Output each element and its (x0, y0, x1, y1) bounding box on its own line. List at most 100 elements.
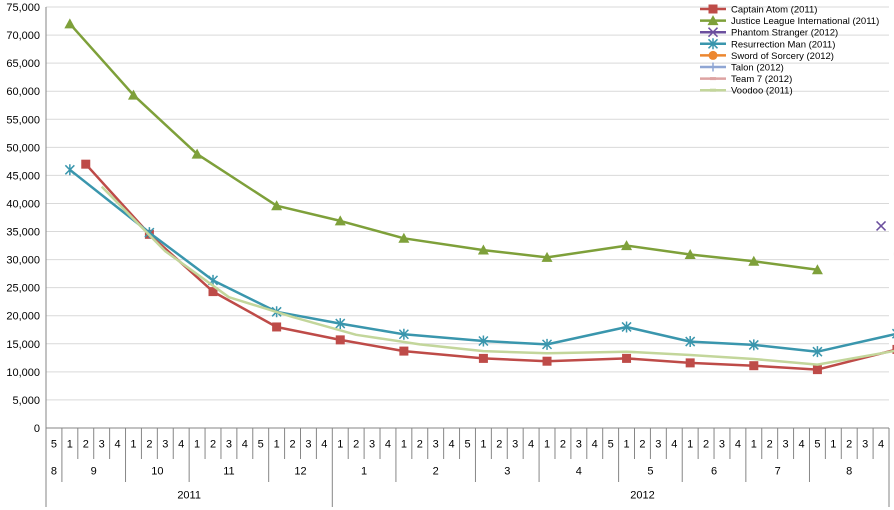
x-month-label: 10 (151, 466, 163, 478)
x-week-label: 5 (258, 439, 264, 451)
x-week-label: 4 (878, 439, 884, 451)
legend-label: Resurrection Man (2011) (731, 39, 835, 50)
x-week-label: 1 (401, 439, 407, 451)
legend-label: Talon (2012) (731, 63, 784, 74)
x-week-label: 1 (67, 439, 73, 451)
x-month-label: 5 (647, 466, 653, 478)
series-line (69, 168, 894, 353)
x-month-label: 11 (223, 466, 234, 478)
x-week-label: 4 (592, 439, 598, 451)
data-point (748, 255, 760, 266)
series-line (100, 185, 894, 366)
data-point (208, 287, 218, 297)
x-week-label: 5 (608, 439, 614, 451)
y-axis-tick-labels: 0 5,000 10,000 15,000 20,000 25,000 30,000 35,0… (6, 2, 40, 435)
data-point (335, 335, 345, 345)
legend-label: Team 7 (2012) (731, 74, 792, 85)
x-week-label: 3 (99, 439, 105, 451)
x-week-label: 2 (353, 439, 359, 451)
legend-marker (707, 15, 719, 26)
series-1 (64, 18, 823, 275)
data-point (684, 249, 696, 260)
x-week-label: 4 (178, 439, 184, 451)
x-month-label: 8 (846, 466, 852, 478)
x-week-label: 3 (783, 439, 789, 451)
x-week-label: 1 (274, 439, 280, 451)
x-week-label: 2 (83, 439, 89, 451)
series-line (84, 163, 894, 371)
series-3 (64, 164, 894, 358)
x-week-label: 3 (305, 439, 311, 451)
data-point (334, 215, 346, 226)
x-month-label: 4 (576, 466, 582, 478)
data-point (335, 318, 346, 330)
data-point (542, 356, 552, 366)
legend-item: Resurrection Man (2011) (700, 38, 835, 50)
gridlines (45, 6, 889, 429)
x-week-label: 5 (814, 439, 820, 451)
x-week-label: 4 (798, 439, 804, 451)
x-week-label: 3 (433, 439, 439, 451)
data-point (685, 358, 695, 368)
legend-item: Phantom Stranger (2012) (700, 27, 838, 39)
data-point (749, 361, 759, 371)
x-week-label: 2 (210, 439, 216, 451)
y-tick-label: 70,000 (6, 30, 40, 42)
x-week-label: 1 (130, 439, 136, 451)
x-week-label: 2 (560, 439, 566, 451)
x-week-label: 1 (544, 439, 550, 451)
legend-item: Voodoo (2011) (700, 86, 793, 97)
y-tick-label: 45,000 (6, 170, 40, 182)
legend-marker (707, 38, 719, 50)
x-week-label: 3 (162, 439, 168, 451)
data-point (748, 339, 759, 351)
series-7 (100, 185, 894, 366)
x-week-label: 3 (226, 439, 232, 451)
x-week-label: 1 (623, 439, 629, 451)
x-week-label: 2 (496, 439, 502, 451)
legend-item: Team 7 (2012) (700, 74, 792, 85)
legend-marker (708, 4, 718, 14)
x-week-label: 4 (449, 439, 455, 451)
x-month-label: 3 (504, 466, 510, 478)
data-point (81, 159, 91, 169)
y-tick-label: 0 (34, 423, 40, 435)
x-week-label: 4 (735, 439, 741, 451)
x-week-label: 4 (321, 439, 327, 451)
legend-marker (707, 27, 719, 38)
x-week-label: 1 (830, 439, 836, 451)
legend-item: Justice League International (2011) (700, 15, 879, 27)
y-tick-label: 20,000 (6, 311, 40, 323)
x-week-label: 2 (846, 439, 852, 451)
legend-item: Talon (2012) (700, 62, 784, 74)
x-week-label: 4 (671, 439, 677, 451)
series-line (68, 22, 818, 271)
y-tick-label: 40,000 (6, 198, 40, 210)
x-month-label: 9 (91, 466, 97, 478)
y-tick-label: 65,000 (6, 58, 40, 70)
legend: Captain Atom (2011)Justice League Intern… (700, 4, 879, 97)
data-point (478, 335, 489, 347)
x-week-label: 3 (862, 439, 868, 451)
data-point (876, 220, 887, 231)
x-week-label: 1 (687, 439, 693, 451)
data-point (64, 18, 76, 29)
legend-label: Justice League International (2011) (731, 16, 879, 27)
legend-marker (708, 50, 718, 60)
data-point (622, 353, 632, 363)
data-point (812, 346, 823, 358)
legend-item: Sword of Sorcery (2012) (700, 50, 834, 62)
x-week-label: 3 (576, 439, 582, 451)
x-week-label: 3 (719, 439, 725, 451)
x-month-label: 2 (433, 466, 439, 478)
x-month-label: 8 (51, 466, 57, 478)
y-tick-label: 75,000 (6, 2, 40, 14)
data-point (398, 328, 409, 340)
data-point (541, 251, 553, 262)
data-point (64, 164, 75, 176)
data-point (272, 322, 282, 332)
data-point (478, 353, 488, 363)
y-tick-label: 5,000 (12, 395, 40, 407)
x-week-label: 3 (369, 439, 375, 451)
